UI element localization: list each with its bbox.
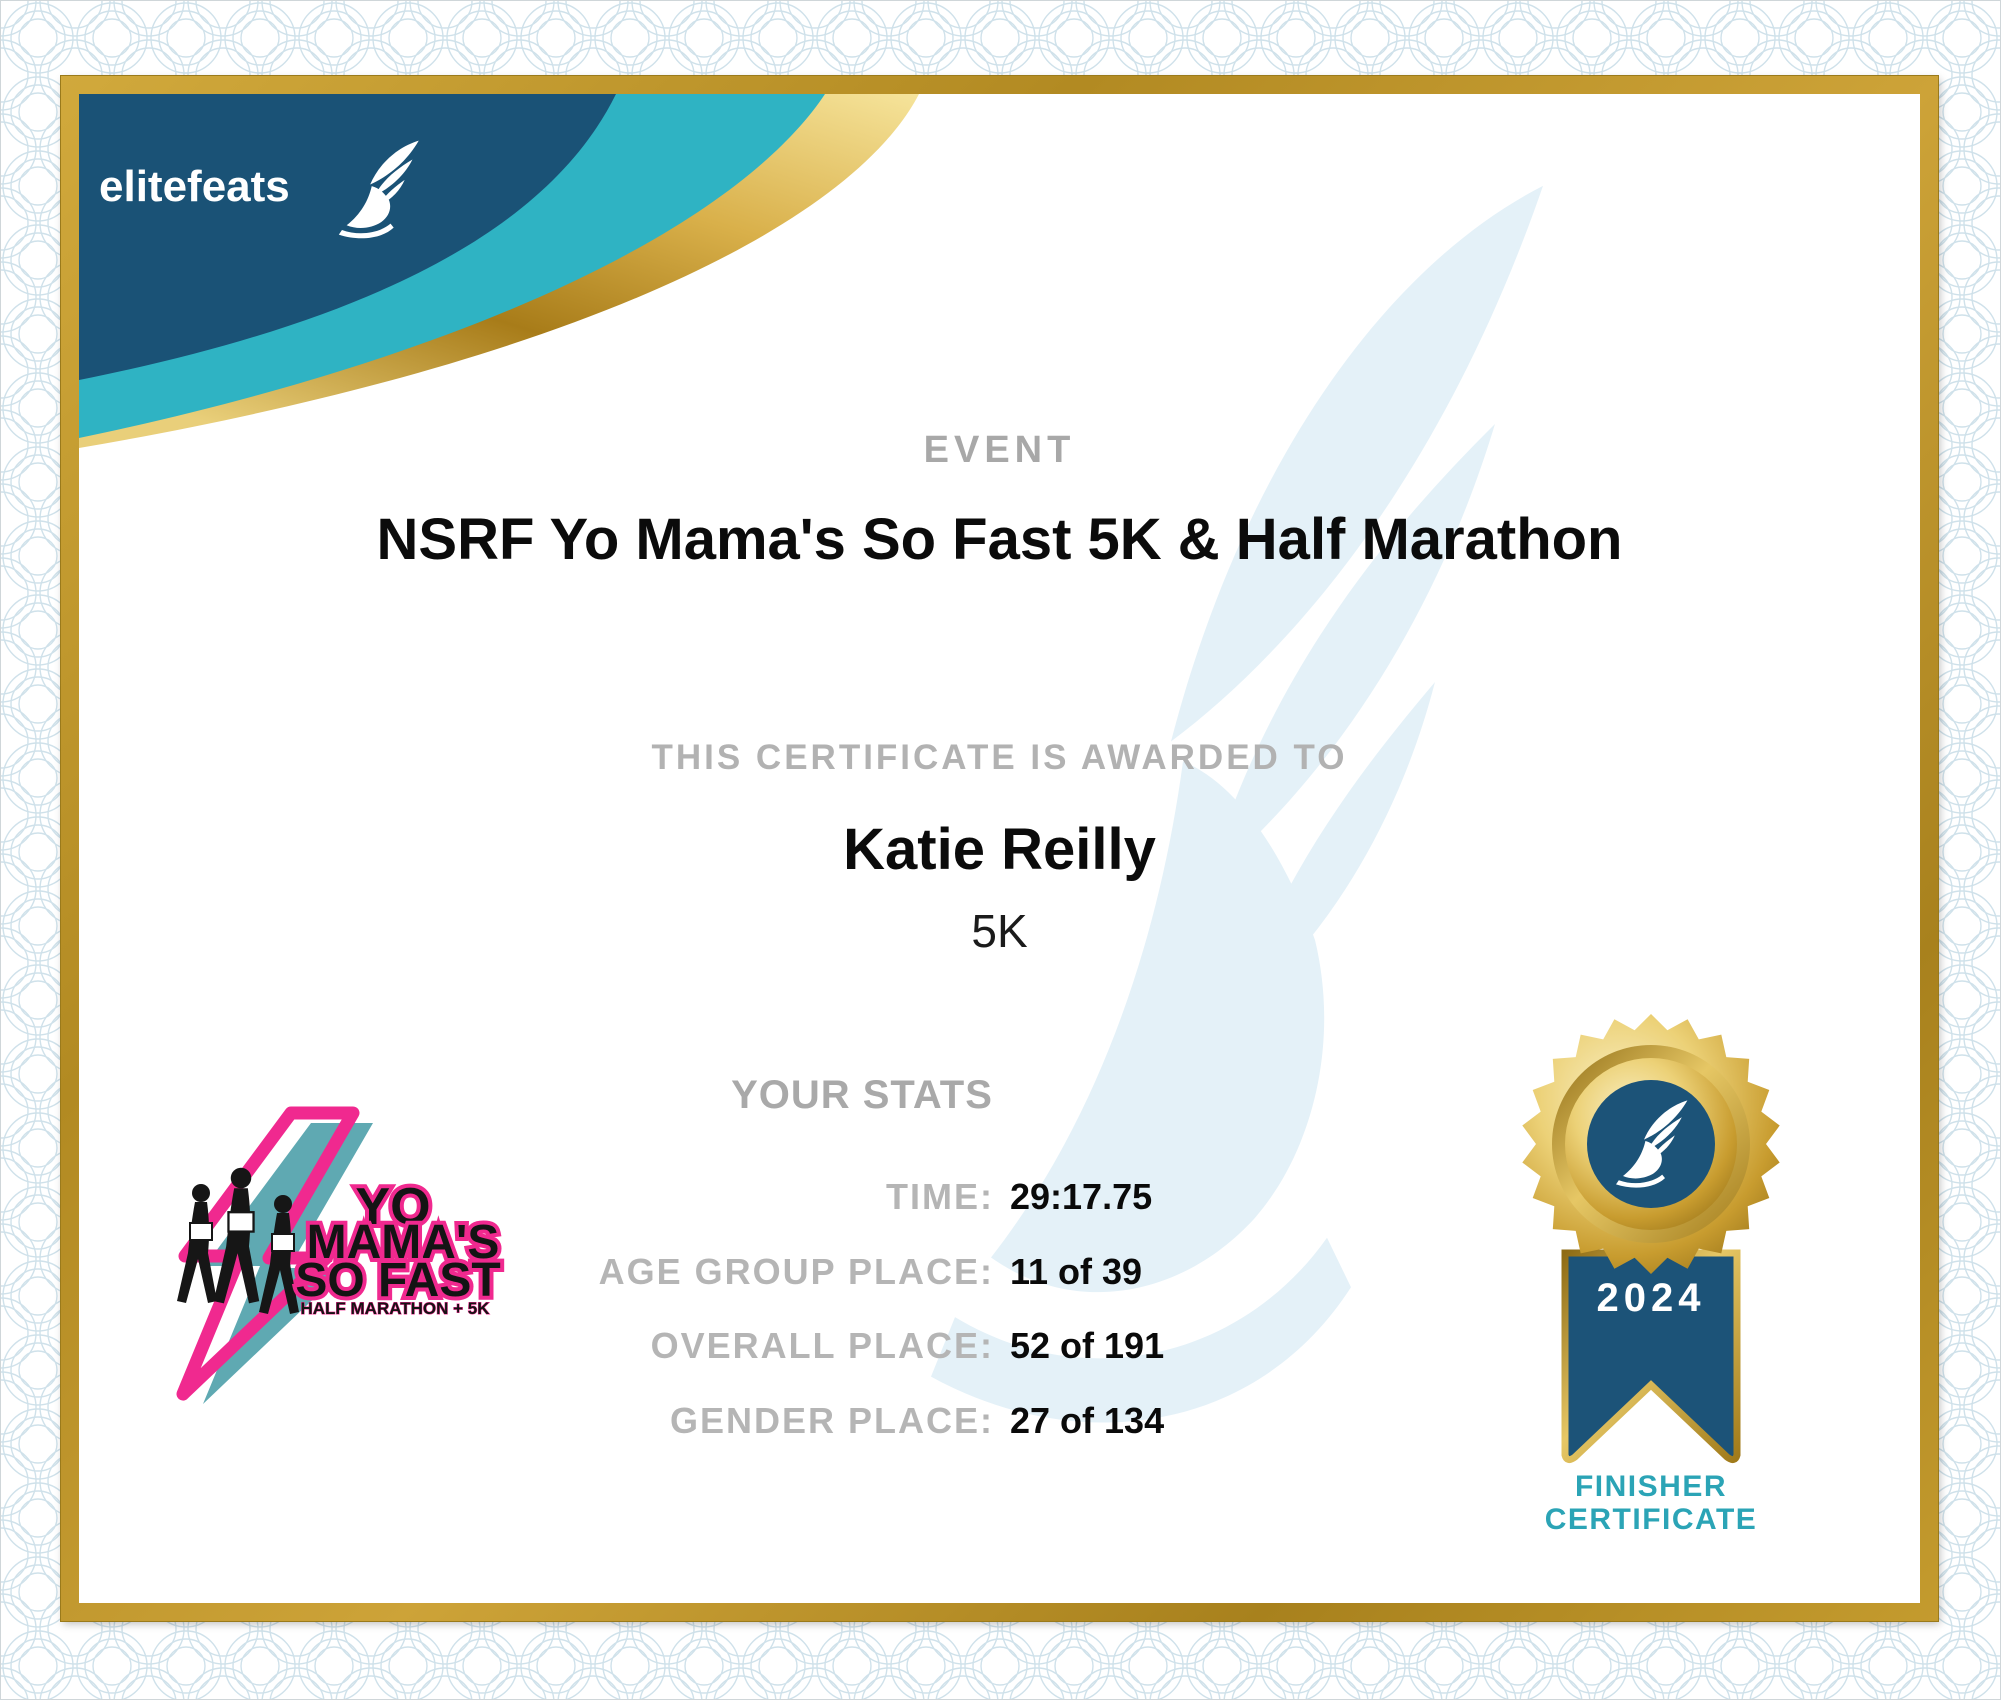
- stats-table: TIME: 29:17.75 AGE GROUP PLACE: 11 of 39…: [301, 1175, 1451, 1473]
- recipient-name: Katie Reilly: [843, 817, 1156, 882]
- medal-winged-foot-icon: [1616, 1100, 1688, 1188]
- stat-label-time: TIME:: [886, 1176, 994, 1217]
- header-swoosh: [79, 94, 919, 448]
- winged-foot-watermark: [931, 185, 1543, 1423]
- stat-label-age-group: AGE GROUP PLACE:: [598, 1250, 994, 1292]
- stat-value-gender: 27 of 134: [1010, 1399, 1165, 1441]
- finisher-caption: FINISHER CERTIFICATE: [1499, 1470, 1803, 1536]
- race-logo-line1: YO: [355, 1178, 430, 1236]
- event-section-label: EVENT: [923, 429, 1076, 471]
- stat-value-overall: 52 of 191: [1010, 1325, 1165, 1366]
- race-division: 5K: [971, 905, 1028, 957]
- finisher-caption-line2: CERTIFICATE: [1544, 1503, 1758, 1536]
- medal-year: 2024: [1597, 1276, 1706, 1320]
- finisher-caption-line1: FINISHER: [1574, 1470, 1727, 1503]
- stat-label-overall: OVERALL PLACE:: [650, 1325, 994, 1366]
- race-logo: YO MAMA'S SO FAST HALF MARATHON + 5K: [176, 1106, 505, 1404]
- awarded-to-line: THIS CERTIFICATE IS AWARDED TO: [651, 738, 1348, 777]
- stat-label-gender: GENDER PLACE:: [669, 1399, 994, 1441]
- brand-winged-foot-icon: [338, 140, 419, 239]
- race-logo-line2: MAMA'S: [307, 1216, 500, 1269]
- medal-ribbon: [1561, 1249, 1741, 1464]
- stat-value-time: 29:17.75: [1010, 1176, 1153, 1217]
- finisher-medal: 2024: [1522, 1014, 1780, 1464]
- race-logo-line4: HALF MARATHON + 5K: [300, 1299, 490, 1318]
- stat-value-age-group: 11 of 39: [1010, 1250, 1143, 1292]
- runner-silhouettes: [177, 1167, 299, 1314]
- brand-logo-text: elitefeats: [99, 162, 290, 211]
- your-stats-heading: YOUR STATS: [731, 1073, 993, 1117]
- event-title: NSRF Yo Mama's So Fast 5K & Half Maratho…: [376, 507, 1623, 572]
- race-logo-line3: SO FAST: [295, 1254, 500, 1307]
